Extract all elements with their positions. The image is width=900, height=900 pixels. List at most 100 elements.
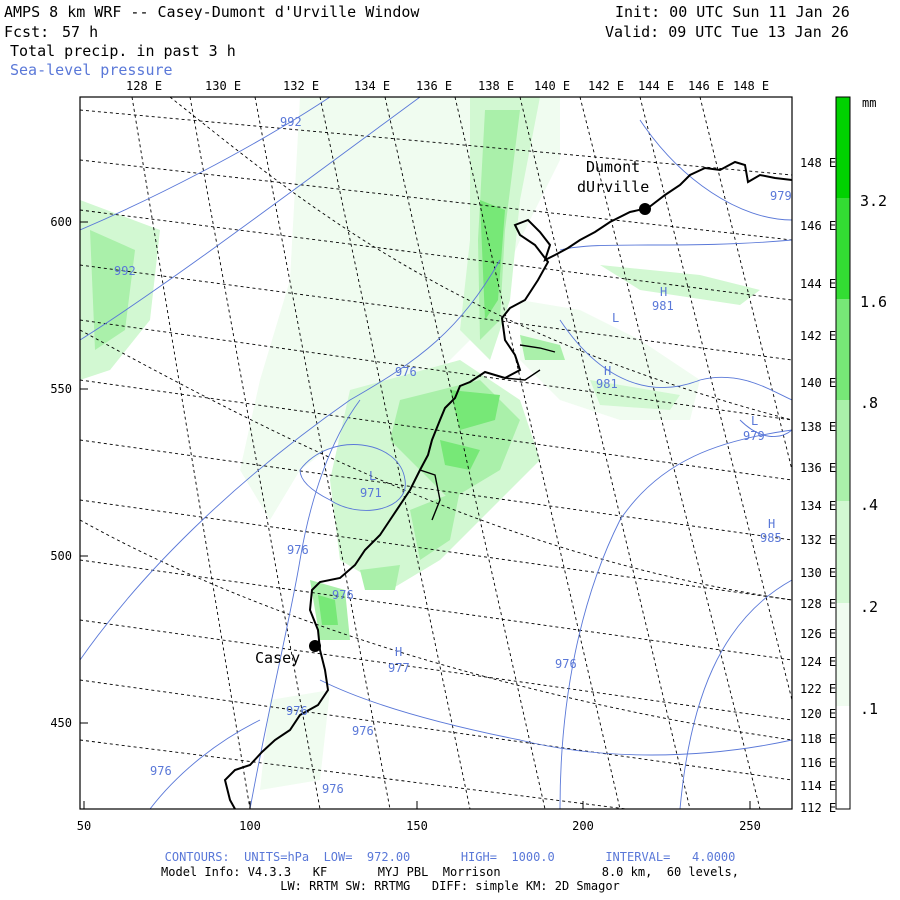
forecast-value: 57 h [62,23,99,41]
field-precip-label: Total precip. in past 3 h [10,42,236,60]
colorbar-label: 3.2 [860,192,887,210]
lon-label: 136 E [800,461,836,475]
lon-label: 126 E [800,627,836,641]
colorbar-label: 1.6 [860,293,887,311]
pressure-label: 976 [555,657,577,671]
coastline-detail [519,344,556,353]
right-lon-labels: 148 E 146 E 144 E 142 E 140 E 138 E 136 … [800,156,836,815]
dumont-durville-label-line1: Dumont [586,158,640,176]
y-axis-label: 600 [50,215,72,229]
coastline-detail [419,469,441,521]
pressure-center: H [604,364,611,378]
pressure-label: 976 [322,782,344,796]
lon-label: 146 E [800,219,836,233]
lon-label: 138 E [478,79,514,93]
lon-label: 132 E [283,79,319,93]
colorbar [835,96,851,810]
map-title: AMPS 8 km WRF -- Casey-Dumont d'Urville … [4,3,420,21]
colorbar-label: .8 [860,394,878,412]
lon-label: 128 E [800,597,836,611]
colorbar-segment [836,501,850,603]
lon-label: 120 E [800,707,836,721]
lon-label: 132 E [800,533,836,547]
lon-label: 138 E [800,420,836,434]
lon-label: 140 E [800,376,836,390]
top-lon-labels: 128 E 130 E 132 E 134 E 136 E 138 E 140 … [126,79,769,93]
lon-label: 130 E [205,79,241,93]
lon-label: 144 E [638,79,674,93]
lon-label: 118 E [800,732,836,746]
lon-label: 122 E [800,682,836,696]
lon-label: 136 E [416,79,452,93]
pressure-label: 981 [652,299,674,313]
colorbar-unit: mm [862,96,876,110]
pressure-label: 977 [388,661,410,675]
y-axis-label: 500 [50,549,72,563]
lat-lon-grid [80,97,792,809]
lon-label: 116 E [800,756,836,770]
casey-label: Casey [255,649,300,667]
x-axis-label: 100 [239,819,261,833]
dumont-durville-label-line2: dUrville [577,178,649,196]
pressure-label: 992 [280,115,302,129]
map-plot-area [80,97,792,809]
lon-label: 148 E [733,79,769,93]
lon-label: 112 E [800,801,836,815]
plot-frame [79,96,793,810]
y-axis-ticks [80,221,88,724]
pressure-label: 976 [287,543,309,557]
pressure-label: 981 [596,377,618,391]
colorbar-label: .4 [860,496,878,514]
colorbar-segment [836,603,850,706]
model-info-line2: LW: RRTM SW: RRTMG DIFF: simple KM: 2D S… [280,879,620,893]
pressure-center: H [395,645,402,659]
init-time: Init: 00 UTC Sun 11 Jan 26 [615,3,850,21]
dumont-durville-station-marker [639,203,651,215]
pressure-label: 976 [150,764,172,778]
y-axis-label: 550 [50,382,72,396]
pressure-center: H [660,285,667,299]
field-slp-label: Sea-level pressure [10,61,173,79]
x-axis-label: 200 [572,819,594,833]
pressure-label: 992 [114,264,136,278]
pressure-centers: H H L L H L H [369,285,775,659]
x-axis-ticks [83,801,751,809]
x-axis-labels: 50 100 150 200 250 [77,819,761,833]
pressure-label: 976 [395,365,417,379]
lon-label: 142 E [800,329,836,343]
pressure-center: L [369,469,376,483]
lon-label: 124 E [800,655,836,669]
lon-label: 128 E [126,79,162,93]
pressure-label: 979 [743,429,765,443]
lon-label: 144 E [800,277,836,291]
y-axis-labels: 600 550 500 450 [50,215,72,730]
colorbar-label: .2 [860,598,878,616]
pressure-label: 985 [760,531,782,545]
lon-label: 134 E [800,499,836,513]
pressure-center: H [768,517,775,531]
y-axis-label: 450 [50,716,72,730]
pressure-label: 979 [770,189,792,203]
pressure-center: L [612,311,619,325]
precip-shading [80,97,760,790]
lon-label: 140 E [534,79,570,93]
pressure-labels: 992 992 976 971 976 976 977 976 976 976 … [114,115,792,796]
colorbar-segment [836,198,850,299]
pressure-center: L [751,414,758,428]
x-axis-label: 250 [739,819,761,833]
lon-label: 134 E [354,79,390,93]
colorbar-segment [836,97,850,198]
pressure-label: 976 [286,704,308,718]
x-axis-label: 50 [77,819,91,833]
pressure-label: 971 [360,486,382,500]
contours-info: CONTOURS: UNITS=hPa LOW= 972.00 HIGH= 10… [164,850,736,864]
pressure-label: 976 [332,588,354,602]
lon-label: 142 E [588,79,624,93]
model-info-line1: Model Info: V4.3.3 KF MYJ PBL Morrison 8… [161,865,739,879]
colorbar-segment [836,706,850,809]
colorbar-segment [836,299,850,400]
slp-contours [80,97,792,809]
lon-label: 114 E [800,779,836,793]
pressure-label: 976 [352,724,374,738]
